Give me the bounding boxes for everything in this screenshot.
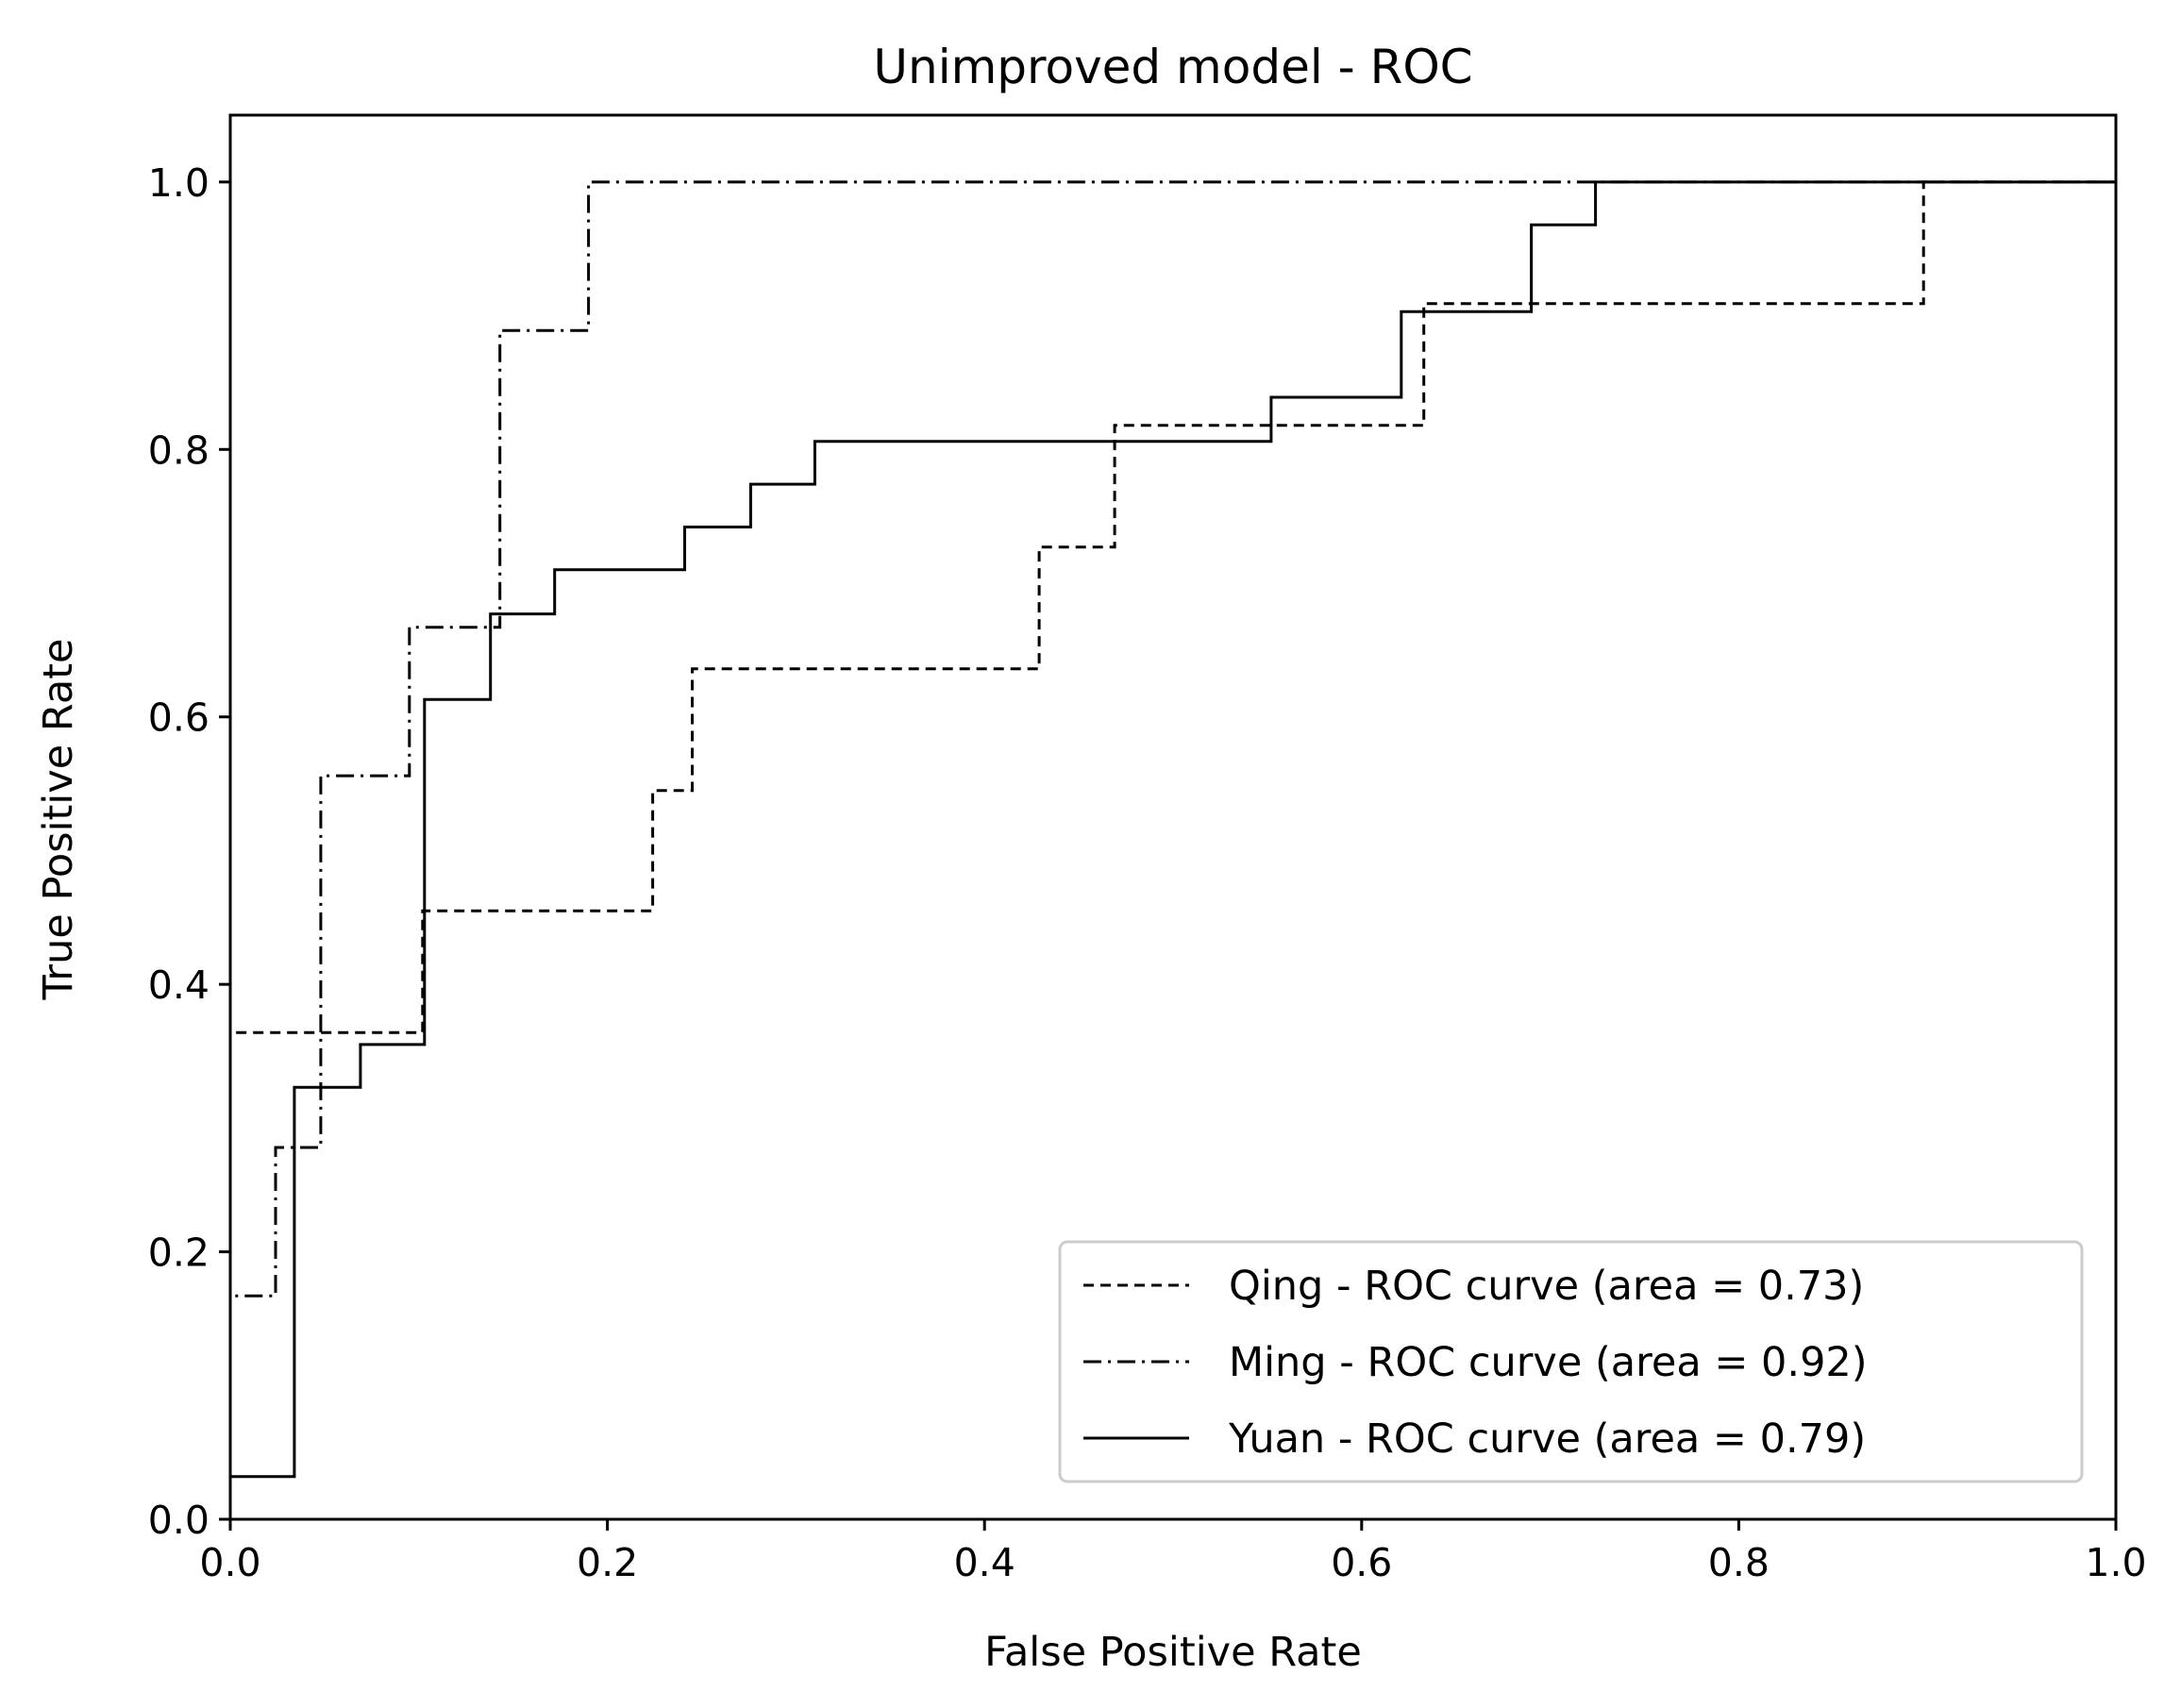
x-tick-label: 0.6 bbox=[1331, 1540, 1392, 1585]
x-tick-label: 0.4 bbox=[954, 1540, 1015, 1585]
y-tick-label: 0.8 bbox=[148, 427, 210, 473]
y-tick-label: 1.0 bbox=[148, 160, 210, 206]
series-line-ming bbox=[228, 180, 2116, 1519]
plot-area: 0.0 0.2 0.4 0.6 0.8 1.0 0.0 0.2 0.4 0.6 0.8 1.0 bbox=[148, 113, 2147, 1585]
ticks-layer: 0.0 0.2 0.4 0.6 0.8 1.0 0.0 0.2 0.4 0.6 0.8 1.0 bbox=[148, 160, 2147, 1585]
legend-entry-ming: Ming - ROC curve (area = 0.92) bbox=[1083, 1339, 1868, 1386]
x-tick-label: 1.0 bbox=[2085, 1540, 2146, 1585]
legend-label-ming: Ming - ROC curve (area = 0.92) bbox=[1229, 1339, 1868, 1386]
legend-entry-yuan: Yuan - ROC curve (area = 0.79) bbox=[1083, 1415, 1866, 1463]
legend-entry-qing: Qing - ROC curve (area = 0.73) bbox=[1083, 1263, 1864, 1310]
axes-frame bbox=[228, 113, 2118, 1521]
legend-box bbox=[1058, 1240, 2084, 1483]
legend: Qing - ROC curve (area = 0.73) Ming - RO… bbox=[1058, 1240, 2084, 1483]
y-tick-label: 0.2 bbox=[148, 1231, 210, 1276]
y-tick-label: 0.0 bbox=[148, 1498, 210, 1543]
x-tick-label: 0.0 bbox=[199, 1540, 260, 1585]
series-line-yuan bbox=[228, 180, 2116, 1519]
y-tick-label: 0.4 bbox=[148, 963, 210, 1008]
legend-label-qing: Qing - ROC curve (area = 0.73) bbox=[1229, 1263, 1864, 1310]
chart-title: Unimproved model - ROC bbox=[873, 40, 1472, 94]
x-tick-label: 0.2 bbox=[577, 1540, 638, 1585]
y-tick-label: 0.6 bbox=[148, 695, 210, 741]
x-axis-label: False Positive Rate bbox=[984, 1629, 1362, 1676]
series-layer bbox=[228, 180, 2116, 1519]
legend-label-yuan: Yuan - ROC curve (area = 0.79) bbox=[1228, 1415, 1866, 1463]
y-axis-label: True Positive Rate bbox=[35, 638, 82, 1000]
x-tick-label: 0.8 bbox=[1708, 1540, 1770, 1585]
